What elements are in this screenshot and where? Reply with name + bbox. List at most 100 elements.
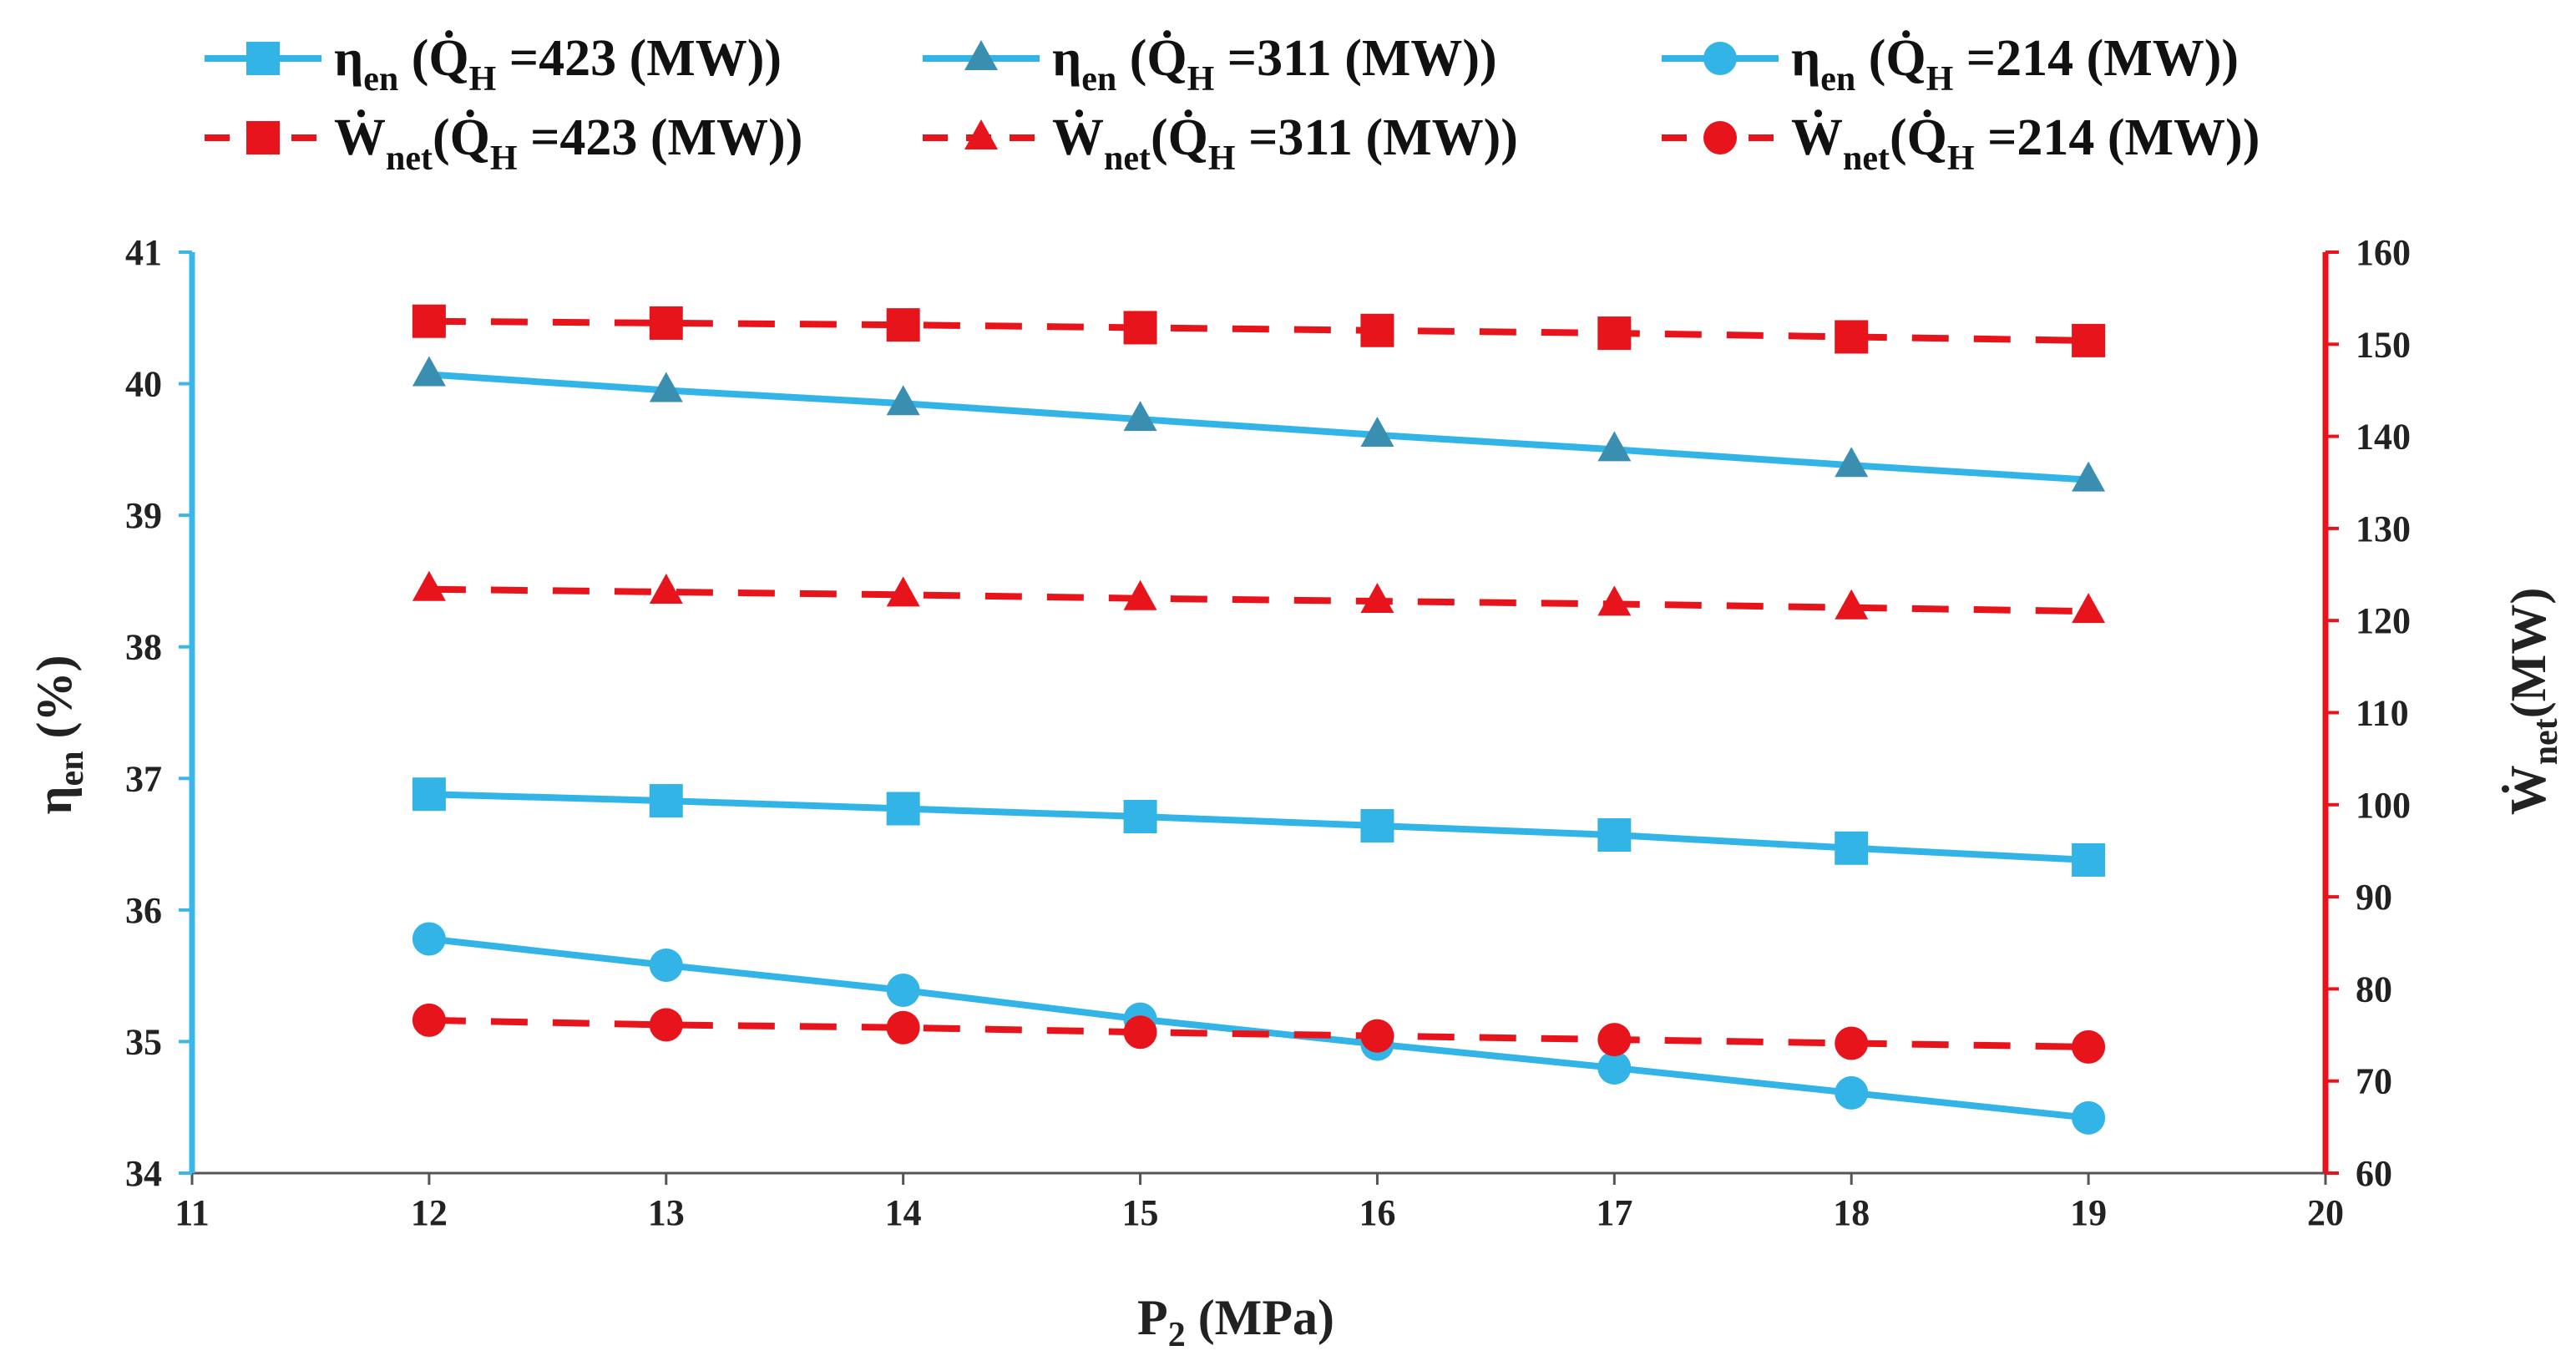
- legend-q: Q̇: [1146, 30, 1187, 87]
- data-point-s1: [1597, 818, 1632, 852]
- legend-value: =311 (MW)): [1236, 109, 1518, 166]
- series-line-2: [428, 371, 2089, 483]
- x-tick-label: 19: [2070, 1192, 2107, 1233]
- y-left-tick-label: 40: [125, 364, 162, 405]
- legend-q: Q̇: [1907, 109, 1947, 166]
- legend-symbol-sub: net: [1843, 139, 1890, 178]
- data-point-s1: [649, 784, 683, 818]
- legend-label-4: Ẇnet(Q̇H =423 (MW)): [334, 109, 802, 178]
- y-left-tick-label: 37: [125, 758, 162, 799]
- y-left-tick-label: 39: [125, 495, 162, 536]
- data-point-s5: [1360, 583, 1394, 614]
- y-right-tick-label: 80: [2356, 969, 2392, 1009]
- x-tick-label: 18: [1833, 1192, 1870, 1233]
- legend-open: (: [1855, 30, 1885, 87]
- y-left-tick-label: 38: [125, 627, 162, 668]
- data-point-s3: [649, 949, 683, 983]
- y-axis-right-title: Ẇnet(MW): [2501, 588, 2565, 816]
- series-line-5: [428, 585, 2089, 615]
- data-point-s2: [1123, 401, 1157, 432]
- y-left-tick-label: 34: [125, 1153, 162, 1194]
- markers-group: [412, 304, 2106, 1135]
- legend-symbol: η: [1052, 30, 1081, 87]
- x-tick-label: 15: [1122, 1192, 1159, 1233]
- legend-symbol: Ẇ: [1052, 109, 1104, 166]
- y-right-tick-label: 70: [2356, 1061, 2392, 1102]
- x-tick-label: 12: [411, 1192, 448, 1233]
- legend-symbol-sub: en: [1820, 60, 1855, 99]
- legend-marker-2: [964, 40, 998, 70]
- data-point-s3: [2072, 1100, 2106, 1135]
- data-point-s5: [2072, 593, 2106, 624]
- legend-label-2: ηen (Q̇H =311 (MW)): [1052, 30, 1497, 99]
- x-axis-title-sub: 2: [1168, 1316, 1186, 1354]
- y-right-tick-label: 140: [2356, 417, 2411, 458]
- legend-symbol: Ẇ: [1791, 109, 1843, 166]
- legend-value: =311 (MW)): [1214, 30, 1496, 87]
- data-point-s2: [412, 356, 446, 387]
- data-point-s1: [1360, 809, 1394, 843]
- y-axis-left-title: ηen (%): [27, 655, 91, 814]
- legend-value: =423 (MW)): [518, 109, 803, 166]
- data-point-s6: [1835, 1026, 1869, 1060]
- data-point-s6: [1360, 1019, 1394, 1053]
- y-axis-left-title-sub: en: [53, 751, 91, 786]
- legend-value: =214 (MW)): [1975, 109, 2260, 166]
- y-right-tick-label: 90: [2356, 877, 2392, 918]
- legend-q-sub: H: [1926, 60, 1954, 99]
- x-tick-label: 11: [175, 1192, 210, 1233]
- legend-open: (: [433, 109, 450, 166]
- data-point-s2: [886, 385, 920, 416]
- data-point-s2: [2072, 461, 2106, 492]
- data-point-s1: [412, 777, 446, 812]
- legend-marker-4: [246, 121, 280, 154]
- legend-marker-5: [964, 119, 998, 149]
- legend-value: =423 (MW)): [496, 30, 782, 87]
- y-axis-right-title-main: Ẇ: [2501, 765, 2556, 815]
- data-point-s6: [412, 1003, 446, 1037]
- data-point-s3: [412, 922, 446, 956]
- data-point-s1: [2072, 842, 2106, 877]
- x-tick-label: 20: [2307, 1192, 2344, 1233]
- data-point-s1: [1123, 799, 1157, 833]
- data-point-s2: [1597, 431, 1632, 462]
- data-point-s6: [2072, 1030, 2106, 1064]
- data-point-s1: [1835, 831, 1869, 865]
- legend-q-sub: H: [1947, 139, 1975, 178]
- legend-open: (: [398, 30, 428, 87]
- y-right-tick-label: 100: [2356, 785, 2411, 826]
- data-point-s5: [1123, 579, 1157, 610]
- data-point-s5: [1835, 589, 1869, 620]
- y-right-tick-label: 60: [2356, 1153, 2392, 1194]
- data-point-s4: [1835, 320, 1869, 354]
- legend-q-sub: H: [490, 139, 518, 178]
- data-point-s6: [649, 1008, 683, 1042]
- legend-symbol-sub: net: [1104, 139, 1151, 178]
- legend-marker-6: [1703, 121, 1737, 154]
- y-left-tick-label: 41: [125, 232, 162, 273]
- x-tick-label: 17: [1596, 1192, 1632, 1233]
- x-tick-label: 14: [885, 1192, 922, 1233]
- legend-open: (: [1116, 30, 1146, 87]
- legend-symbol: η: [334, 30, 363, 87]
- legend-q: Q̇: [1885, 30, 1926, 87]
- legend-symbol: η: [1791, 30, 1820, 87]
- data-point-s3: [886, 973, 920, 1007]
- x-tick-label: 16: [1359, 1192, 1395, 1233]
- data-point-s2: [649, 372, 683, 402]
- legend-symbol: Ẇ: [334, 109, 386, 166]
- series-line-4: [428, 317, 2089, 344]
- y-axis-right-title-rest: (MW): [2501, 588, 2556, 719]
- series-group: [428, 317, 2089, 1121]
- y-right-tick-label: 160: [2356, 232, 2411, 273]
- data-point-s3: [1835, 1075, 1869, 1110]
- legend-q-sub: H: [1208, 139, 1236, 178]
- legend-value: =214 (MW)): [1953, 30, 2239, 87]
- data-point-s4: [1360, 313, 1394, 347]
- legend-symbol-sub: en: [363, 60, 398, 99]
- data-point-s4: [886, 308, 920, 342]
- data-point-s4: [1123, 311, 1157, 345]
- y-left-tick-label: 36: [125, 890, 162, 931]
- data-point-s4: [2072, 323, 2106, 357]
- x-tick-label: 13: [648, 1192, 685, 1233]
